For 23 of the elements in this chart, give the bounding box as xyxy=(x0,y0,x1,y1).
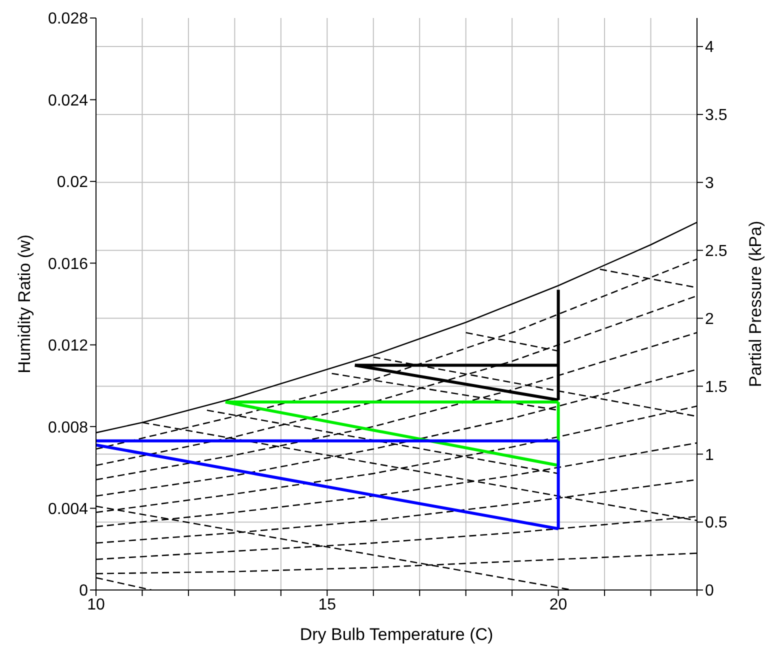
y-tick-label: 0.012 xyxy=(48,338,88,355)
y-tick-label: 0 xyxy=(79,582,88,600)
y2-tick-label: 0.5 xyxy=(705,514,728,532)
x-tick-label: 10 xyxy=(87,596,105,614)
x-tick-label: 20 xyxy=(549,596,568,614)
y2-tick-label: 3.5 xyxy=(705,107,728,124)
y2-tick-label: 2.5 xyxy=(705,243,728,260)
y-tick-label: 0.004 xyxy=(48,500,88,518)
y-tick-label: 0.02 xyxy=(56,174,88,192)
y2-tick-label: 3 xyxy=(705,175,714,192)
y2-tick-label: 1.5 xyxy=(705,378,728,396)
y-axis-title: Humidity Ratio (w) xyxy=(15,234,34,374)
y-tick-label: 0.028 xyxy=(48,10,88,28)
x-axis-title: Dry Bulb Temperature (C) xyxy=(300,625,494,644)
y-tick-label: 0.024 xyxy=(48,92,88,110)
x-tick-label: 15 xyxy=(318,596,336,614)
y-tick-label: 0.008 xyxy=(48,419,88,436)
y2-tick-label: 0 xyxy=(705,582,714,600)
y2-tick-label: 4 xyxy=(705,39,714,56)
y2-tick-label: 1 xyxy=(705,446,714,464)
y2-tick-label: 2 xyxy=(705,310,714,328)
y-tick-label: 0.016 xyxy=(48,256,88,273)
y2-axis-title: Partial Pressure (kPa) xyxy=(746,220,766,388)
